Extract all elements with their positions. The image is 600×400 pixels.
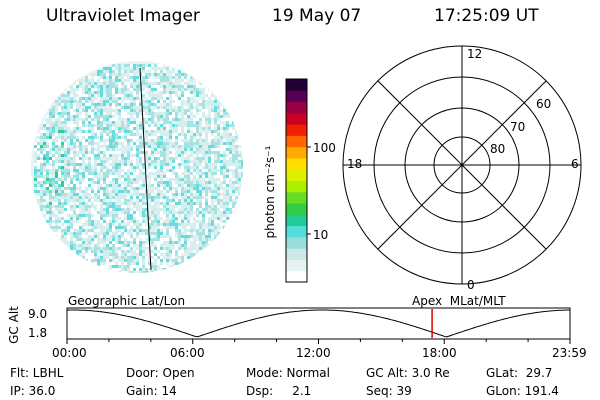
- colorbar-segment: [286, 79, 307, 91]
- time-tick-4: 23:59: [552, 346, 587, 360]
- image-date: 19 May 07: [272, 6, 362, 26]
- colorbar-label-100: 100: [313, 141, 336, 155]
- colorbar-segment: [286, 203, 307, 215]
- lat-label-80: 80: [490, 142, 506, 156]
- timeline-frame: [66, 307, 571, 340]
- door-readout: Door: Open: [126, 366, 195, 380]
- colorbar-segment: [286, 248, 307, 260]
- auroral-emission-pixels: [34, 64, 243, 273]
- colorbar-segment: [286, 146, 307, 159]
- apex-coord-label: Apex MLat/MLT: [412, 294, 506, 308]
- glon-readout: GLon: 191.4: [486, 384, 559, 398]
- colorbar-segment: [286, 180, 307, 193]
- dsp-readout: Dsp: 2.1: [246, 384, 312, 398]
- time-tick-3: 18:00: [422, 346, 457, 360]
- colorbar-segment: [286, 135, 307, 148]
- mlt-label-0: 0: [467, 278, 475, 292]
- lat-label-70: 70: [510, 120, 526, 134]
- colorbar-segment: [286, 191, 307, 204]
- seq-readout: Seq: 39: [366, 384, 412, 398]
- colorbar-segment: [286, 236, 307, 249]
- gc-alt-label-min: 1.8: [28, 326, 48, 340]
- instrument-title: Ultraviolet Imager: [46, 6, 200, 26]
- mlt-label-12: 12: [467, 47, 483, 61]
- filter-readout: Flt: LBHL: [10, 366, 64, 380]
- image-time: 17:25:09 UT: [434, 6, 539, 26]
- colorbar-segment: [286, 214, 307, 227]
- colorbar-segment: [286, 169, 307, 181]
- colorbar-label-10: 10: [313, 228, 329, 242]
- time-tick-0: 00:00: [52, 346, 87, 360]
- colorbar-segment: [286, 157, 307, 170]
- polar-diagonal-2: [377, 80, 547, 250]
- colorbar-segment: [286, 259, 307, 272]
- colorbar-frame: [285, 78, 308, 283]
- altitude-curve: [66, 309, 570, 338]
- colorbar-segment: [286, 270, 307, 283]
- glat-readout: GLat: 29.7: [486, 366, 553, 380]
- colorbar-segment: [286, 112, 307, 125]
- terminator-line: [139, 67, 152, 271]
- colorbar-segment: [286, 101, 307, 114]
- colorbar-segment: [286, 90, 307, 103]
- gc-alt-readout: GC Alt: 3.0 Re: [366, 366, 450, 380]
- mlt-label-18: 18: [347, 157, 363, 171]
- colorbar-segment: [286, 225, 307, 238]
- colorbar-segment: [286, 124, 307, 136]
- gc-alt-label-max: 9.0: [28, 307, 48, 321]
- time-tick-1: 06:00: [170, 346, 205, 360]
- ip-readout: IP: 36.0: [10, 384, 56, 398]
- lat-label-60: 60: [536, 97, 552, 111]
- time-tick-2: 12:00: [296, 346, 331, 360]
- mode-readout: Mode: Normal: [246, 366, 330, 380]
- mlt-label-6: 6: [571, 157, 579, 171]
- geo-coord-label: Geographic Lat/Lon: [68, 294, 186, 308]
- gain-readout: Gain: 14: [126, 384, 177, 398]
